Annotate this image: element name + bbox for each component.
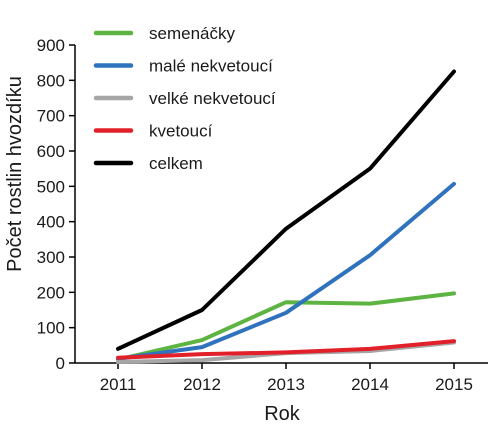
x-tick-label: 2011 <box>100 375 137 394</box>
series-line <box>116 181 456 361</box>
x-tick-label: 2013 <box>267 375 305 394</box>
y-tick-label: 300 <box>37 248 65 267</box>
y-tick-label: 200 <box>37 283 65 302</box>
y-tick-label: 800 <box>37 71 65 90</box>
y-axis-label: Počet rostlin hvozdíku <box>4 76 26 272</box>
y-tick-label: 0 <box>56 354 65 373</box>
x-tick-label: 2015 <box>435 375 473 394</box>
x-ticks: 2011 2012 2013 2014 2015 <box>100 363 473 394</box>
y-tick-label: 400 <box>37 213 65 232</box>
legend-label: velké nekvetoucí <box>149 89 276 108</box>
x-axis-label: Rok <box>264 403 301 425</box>
legend-label: celkem <box>149 154 203 173</box>
series-lines <box>116 69 456 364</box>
y-tick-label: 600 <box>37 142 65 161</box>
y-tick-label: 700 <box>37 107 65 126</box>
legend-label: malé nekvetoucí <box>149 57 273 76</box>
y-tick-label: 900 <box>37 36 65 55</box>
series-line <box>116 339 456 360</box>
y-tick-label: 500 <box>37 177 65 196</box>
series-line <box>116 69 456 351</box>
x-tick-label: 2014 <box>351 375 389 394</box>
series-line <box>116 291 456 362</box>
y-ticks: 0 100 200 300 400 500 600 700 800 900 <box>37 36 75 373</box>
x-tick-label: 2012 <box>183 375 221 394</box>
legend-label: semenáčky <box>149 24 235 43</box>
legend-label: kvetoucí <box>149 122 213 141</box>
legend: semenáčky malé nekvetoucí velké nekvetoucí… <box>93 24 276 173</box>
y-tick-label: 100 <box>37 319 65 338</box>
